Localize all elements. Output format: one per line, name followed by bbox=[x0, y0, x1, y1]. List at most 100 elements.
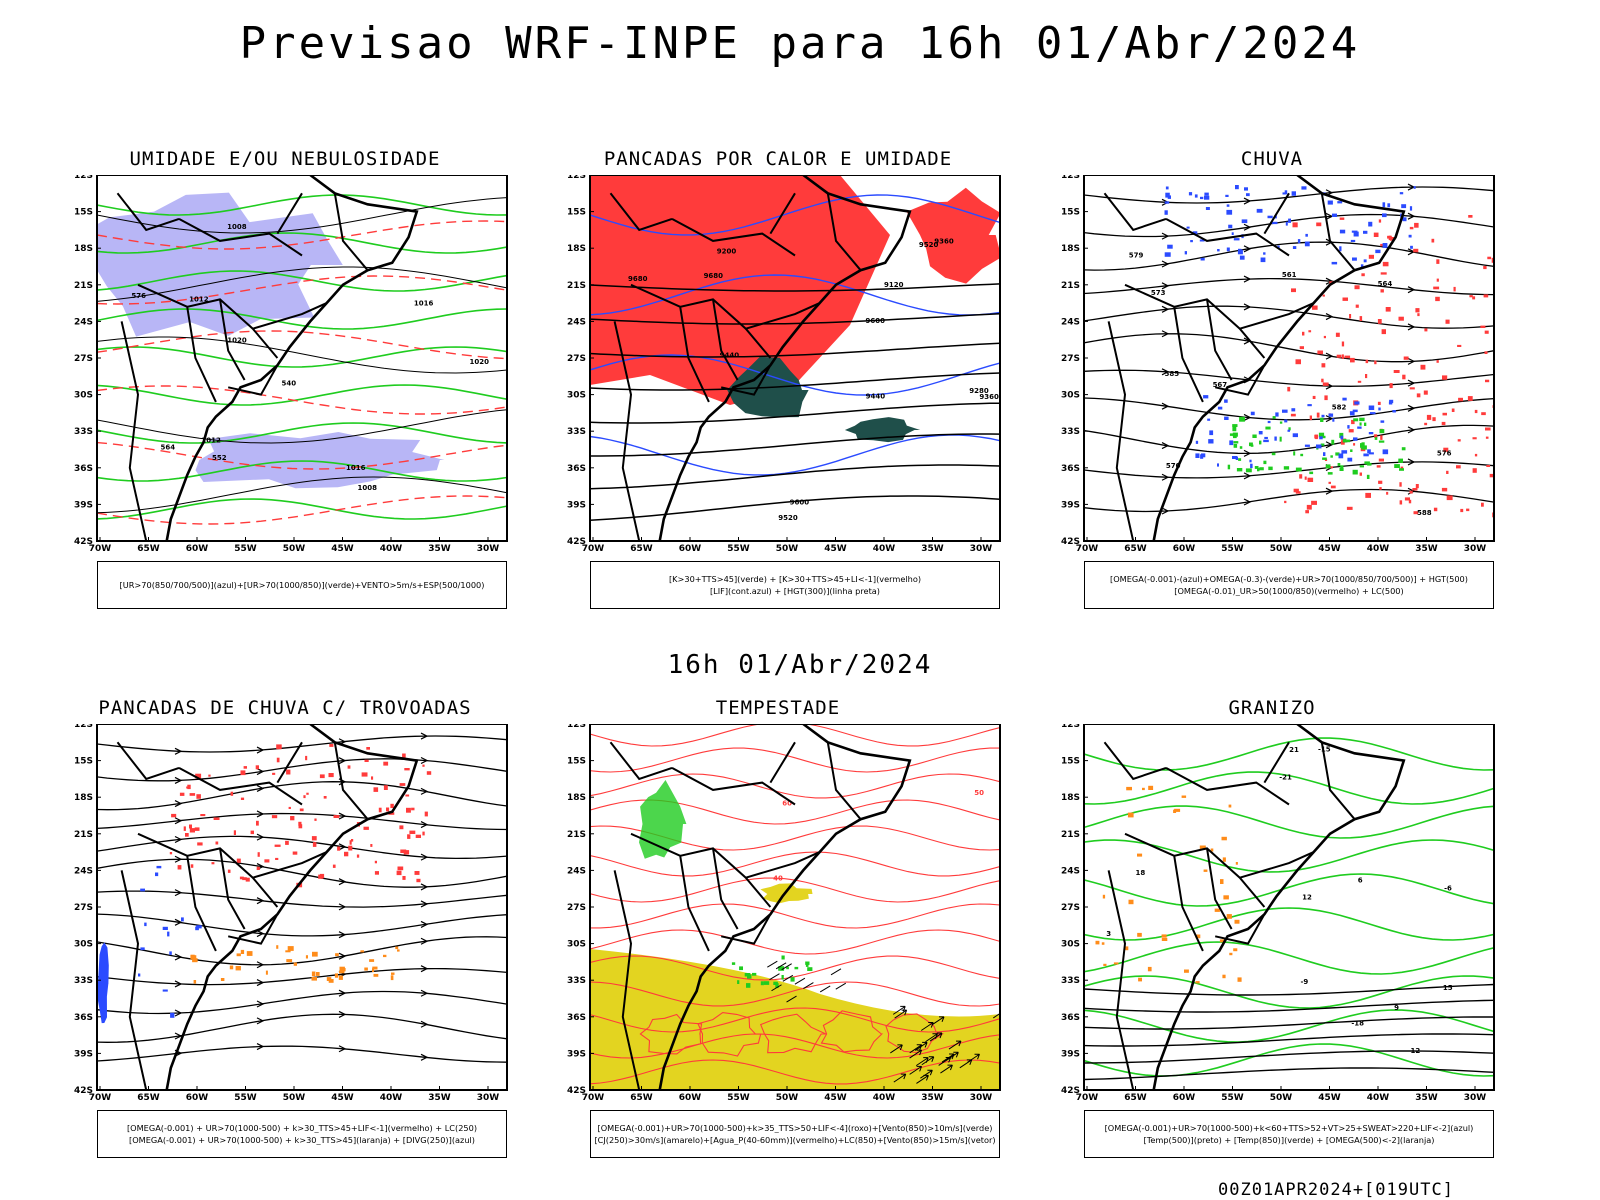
precip-cell bbox=[1424, 422, 1428, 426]
precip-cell bbox=[1359, 316, 1363, 321]
precip-cell bbox=[303, 795, 306, 799]
precip-cell bbox=[276, 744, 282, 750]
precip-cell bbox=[1480, 325, 1486, 328]
lon-tick-label: 30W bbox=[1464, 544, 1487, 554]
precip-cell bbox=[1378, 480, 1383, 484]
precip-cell bbox=[200, 814, 206, 817]
lat-tick-label: 39S bbox=[567, 500, 586, 510]
precip-cell bbox=[371, 776, 374, 780]
precip-cell bbox=[402, 753, 406, 758]
streamline bbox=[97, 913, 507, 937]
contour-label: 9440 bbox=[720, 352, 740, 360]
streamline-arrow bbox=[338, 1045, 347, 1053]
wind-vector bbox=[915, 1057, 929, 1067]
precip-cell bbox=[1330, 455, 1333, 458]
precip-cell bbox=[1325, 464, 1331, 469]
precip-cell bbox=[1287, 386, 1291, 392]
precip-cell bbox=[1378, 219, 1382, 223]
contour-label: 50 bbox=[974, 789, 984, 797]
legend-line: [LIF](cont.azul) + [HGT(300)](linha pret… bbox=[709, 586, 881, 596]
precip-cell bbox=[1297, 239, 1301, 244]
contour-label: 9360 bbox=[934, 238, 954, 246]
streamline-arrow bbox=[420, 732, 429, 740]
precip-cell bbox=[1235, 862, 1238, 865]
lat-tick-label: 21S bbox=[567, 281, 586, 291]
precip-cell bbox=[1167, 244, 1173, 249]
lat-tick-label: 30S bbox=[1061, 391, 1080, 401]
streamline-arrow bbox=[174, 817, 183, 825]
streamline-arrow bbox=[1243, 275, 1252, 283]
precip-cell bbox=[276, 945, 279, 949]
precip-cell bbox=[276, 757, 280, 763]
precip-cell bbox=[1299, 346, 1304, 350]
lon-tick-label: 60W bbox=[186, 544, 209, 554]
precip-cell bbox=[1367, 449, 1371, 454]
streamline bbox=[1084, 241, 1494, 271]
streamline-arrow bbox=[1407, 286, 1416, 294]
streamline-arrow bbox=[256, 768, 265, 776]
precip-cell bbox=[1237, 249, 1243, 255]
precip-cell bbox=[275, 857, 279, 860]
coastline bbox=[165, 175, 419, 542]
legend-line: [Temp(500)](preto) + [Temp(850)](verde) … bbox=[1143, 1135, 1435, 1145]
precip-cell bbox=[1382, 213, 1387, 218]
precip-cell bbox=[1199, 239, 1205, 242]
precip-cell bbox=[1210, 848, 1214, 852]
precip-cell bbox=[1378, 458, 1384, 462]
precip-cell bbox=[1353, 231, 1359, 237]
precip-cell bbox=[1249, 442, 1253, 447]
precip-cell bbox=[397, 866, 404, 871]
streamline-arrow bbox=[1161, 232, 1170, 240]
precip-cell bbox=[140, 947, 145, 951]
precip-cell bbox=[316, 972, 320, 976]
precip-cell bbox=[739, 966, 743, 971]
streamline-arrow bbox=[174, 953, 183, 961]
contour-label: -21 bbox=[1279, 773, 1292, 781]
streamline-arrow bbox=[420, 883, 429, 891]
precip-cell bbox=[192, 958, 198, 963]
streamline-arrow bbox=[1243, 472, 1252, 480]
precip-cell bbox=[778, 966, 785, 971]
precip-cell bbox=[347, 765, 351, 769]
precip-cell bbox=[1420, 364, 1426, 370]
precip-cell bbox=[406, 807, 411, 813]
contour-label: 40 bbox=[773, 874, 783, 882]
precip-cell bbox=[1363, 230, 1368, 234]
streamline bbox=[1084, 488, 1494, 513]
precip-cell bbox=[1436, 360, 1439, 363]
precip-cell bbox=[405, 794, 410, 797]
precip-cell bbox=[1327, 200, 1333, 205]
contour-label: 9280 bbox=[969, 387, 989, 395]
legend-box: [OMEGA(-0.001)+UR>70(1000-500)+k<60+TTS>… bbox=[1084, 1110, 1494, 1158]
map-frame bbox=[96, 724, 508, 1091]
precip-cell bbox=[162, 926, 168, 930]
precip-cell bbox=[1340, 441, 1345, 445]
streamline-arrow bbox=[174, 855, 183, 863]
coastline bbox=[658, 175, 912, 542]
precip-cell bbox=[1228, 804, 1232, 808]
wind-vector bbox=[929, 1032, 943, 1042]
precip-cell bbox=[1393, 370, 1400, 373]
precip-cell bbox=[1221, 836, 1227, 841]
precip-cell bbox=[1239, 416, 1245, 422]
precip-cell bbox=[366, 747, 370, 750]
precip-cell bbox=[337, 846, 341, 851]
lon-tick-label: 70W bbox=[1076, 544, 1099, 554]
precip-cell bbox=[1398, 458, 1403, 463]
precip-cell bbox=[169, 951, 172, 955]
precip-cell bbox=[323, 796, 327, 799]
precip-cell bbox=[1214, 908, 1220, 912]
lif-contour bbox=[590, 354, 1000, 396]
precip-cell bbox=[1365, 359, 1369, 364]
precip-cell bbox=[1354, 401, 1360, 405]
streamline-arrow bbox=[1243, 245, 1252, 253]
streamline-arrow bbox=[256, 1017, 265, 1025]
lon-tick-label: 55W bbox=[727, 544, 750, 554]
precip-cell bbox=[1244, 187, 1248, 191]
streamline-arrow bbox=[1243, 197, 1252, 205]
precip-cell bbox=[1408, 234, 1412, 238]
streamline-arrow bbox=[1161, 473, 1170, 481]
streamline bbox=[1084, 424, 1494, 455]
precip-cell bbox=[1330, 485, 1336, 489]
